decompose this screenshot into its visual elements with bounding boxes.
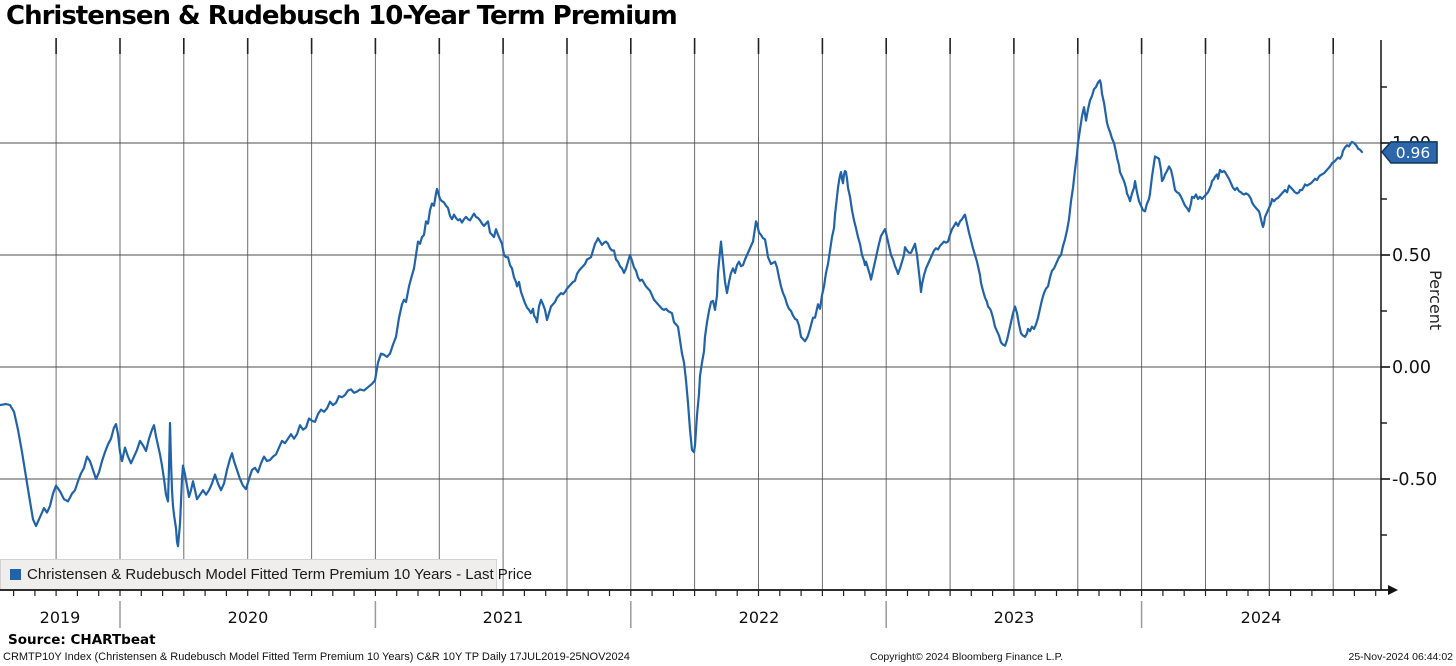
last-price-badge [1380, 141, 1438, 164]
y-tick-label: 0.50 [1392, 246, 1431, 266]
term-premium-line [0, 79, 1364, 548]
footer-copyright: Copyright© 2024 Bloomberg Finance L.P. [870, 651, 1064, 663]
footer-ticker-info: CRMTP10Y Index (Christensen & Rudebusch … [3, 651, 630, 663]
x-year-label: 2022 [738, 608, 780, 627]
x-year-label: 2021 [482, 608, 524, 627]
y-tick-label: -0.50 [1392, 470, 1437, 490]
x-year-label: 2019 [39, 608, 81, 627]
source-line: Source: CHARTbeat [8, 632, 156, 648]
legend-swatch-icon [10, 569, 21, 580]
legend-label: Christensen & Rudebusch Model Fitted Ter… [27, 566, 532, 583]
x-year-label: 2023 [993, 608, 1035, 627]
x-year-label: 2024 [1240, 608, 1282, 627]
page-title: Christensen & Rudebusch 10-Year Term Pre… [6, 1, 678, 31]
footer-timestamp: 25-Nov-2024 06:44:02 [1348, 651, 1454, 663]
legend: Christensen & Rudebusch Model Fitted Ter… [0, 559, 532, 589]
x-axis-arrow-icon [1388, 585, 1398, 595]
last-price-badge-value: 0.96 [1396, 144, 1431, 162]
x-year-label: 2020 [227, 608, 269, 627]
y-tick-label: 0.00 [1392, 358, 1431, 378]
y-axis-title: Percent [1426, 270, 1445, 331]
